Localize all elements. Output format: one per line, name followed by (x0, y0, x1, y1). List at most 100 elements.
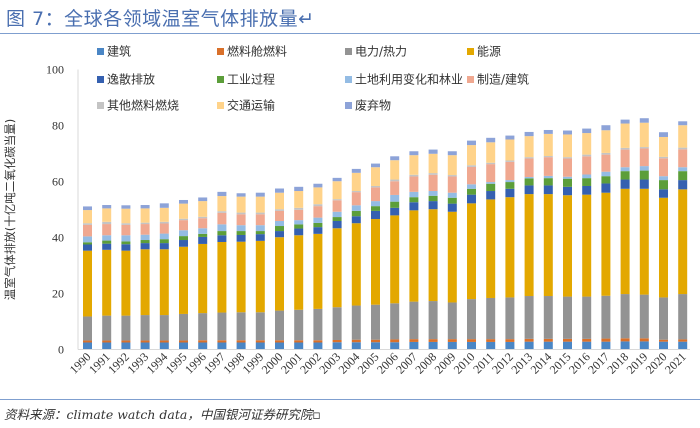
bar-segment (620, 188, 630, 295)
bar-segment (275, 210, 284, 221)
bar-segment (102, 249, 112, 316)
legend-label: 土地利用变化和林业 (355, 72, 463, 87)
bar-segment (121, 342, 131, 350)
bar-segment (486, 341, 496, 350)
bar-segment (159, 315, 169, 341)
bar-segment (505, 297, 515, 340)
legend-item: 废弃物 (345, 98, 391, 113)
bar-segment (678, 189, 688, 295)
bar-segment (467, 299, 476, 340)
bar-segment (486, 164, 496, 183)
bar-segment (313, 206, 323, 218)
y-tick-label: 40 (52, 231, 64, 245)
bar-segment (198, 313, 208, 341)
bar-stack-2000 (275, 188, 284, 350)
bar-segment (351, 172, 361, 192)
bar-segment (620, 147, 630, 150)
bar-segment (620, 167, 630, 172)
bar-segment (179, 342, 188, 350)
bar-segment (255, 240, 265, 313)
bar-segment (275, 209, 284, 211)
bar-segment (371, 219, 380, 305)
bar-segment (620, 149, 630, 168)
bar-segment (294, 235, 304, 310)
bar-segment (543, 133, 553, 157)
bar-segment (275, 226, 284, 232)
bar-segment (505, 161, 515, 181)
bar-stack-2007 (409, 151, 419, 350)
bar-segment (563, 134, 572, 158)
bar-stack-1993 (140, 205, 150, 350)
bar-segment (198, 233, 208, 237)
bar-segment (390, 342, 400, 350)
bar-stack-2017 (601, 125, 611, 350)
bar-segment (217, 224, 227, 232)
bar-segment (601, 130, 611, 153)
bar-segment (390, 181, 400, 195)
bar-segment (275, 220, 284, 227)
bar-segment (428, 173, 438, 175)
bar-stack-2018 (620, 119, 630, 350)
bar-segment (179, 340, 188, 343)
bar-segment (524, 185, 534, 195)
bar-segment (601, 152, 611, 155)
bar-segment (351, 168, 361, 173)
bar-segment (121, 244, 131, 251)
bar-segment (371, 210, 380, 220)
bar-segment (582, 154, 592, 157)
bar-segment (236, 196, 246, 213)
bar-segment (524, 178, 534, 186)
bar-segment (332, 177, 342, 182)
bar-segment (428, 301, 438, 340)
bar-segment (217, 231, 227, 236)
bar-segment (236, 214, 246, 226)
bar-segment (505, 197, 515, 298)
bar-segment (217, 212, 227, 225)
bar-segment (294, 191, 304, 208)
bar-segment (505, 160, 515, 162)
bar-segment (351, 205, 361, 211)
bar-segment (217, 312, 227, 341)
bar-segment (121, 241, 131, 245)
legend-swatch (345, 48, 352, 55)
bar-segment (390, 215, 400, 304)
bar-segment (620, 119, 630, 124)
bar-segment (371, 187, 380, 202)
bar-segment (678, 147, 688, 150)
bar-segment (563, 158, 572, 177)
bar-segment (313, 183, 323, 188)
bar-segment (582, 133, 592, 155)
bar-segment (102, 315, 112, 341)
bar-segment (179, 246, 188, 314)
bar-segment (198, 197, 208, 202)
bar-segment (543, 194, 553, 297)
legend-item: 能源 (467, 45, 501, 59)
bar-segment (486, 182, 496, 184)
bar-segment (486, 297, 496, 340)
bar-segment (198, 236, 208, 244)
bar-segment (121, 315, 131, 341)
bar-segment (486, 199, 496, 298)
bars (83, 118, 688, 350)
legend-swatch (217, 76, 224, 83)
bar-segment (447, 155, 457, 176)
bar-segment (102, 208, 112, 222)
bar-segment (255, 214, 265, 226)
legend-swatch (217, 48, 224, 55)
bar-segment (620, 123, 630, 148)
bar-segment (217, 241, 227, 313)
bar-stack-2008 (428, 149, 438, 350)
bar-segment (678, 121, 688, 126)
bar-segment (447, 302, 457, 340)
bar-segment (351, 223, 361, 306)
bar-segment (159, 249, 169, 316)
bar-segment (428, 341, 438, 350)
bar-segment (563, 186, 572, 196)
bar-stack-2010 (467, 140, 476, 350)
bar-segment (639, 122, 649, 148)
bar-segment (313, 222, 323, 228)
y-tick-label: 0 (58, 343, 64, 357)
bar-segment (467, 145, 476, 166)
bar-segment (83, 242, 92, 245)
bar-segment (486, 183, 496, 192)
